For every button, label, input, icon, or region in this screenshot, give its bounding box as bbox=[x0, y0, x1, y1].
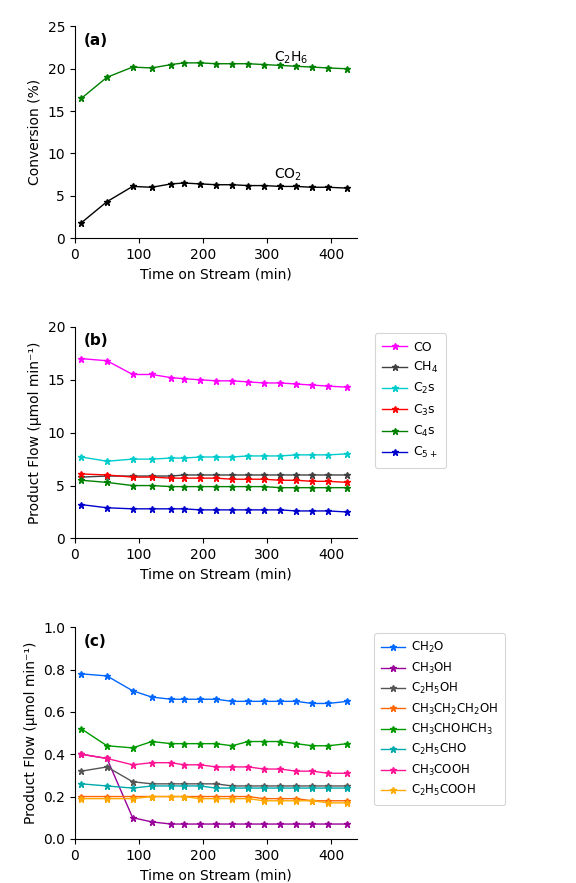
Y-axis label: Product Flow (μmol min⁻¹): Product Flow (μmol min⁻¹) bbox=[28, 342, 42, 524]
Text: (c): (c) bbox=[84, 634, 106, 649]
Y-axis label: Product Flow (μmol min⁻¹): Product Flow (μmol min⁻¹) bbox=[24, 642, 37, 824]
Y-axis label: Conversion (%): Conversion (%) bbox=[28, 79, 42, 185]
X-axis label: Time on Stream (min): Time on Stream (min) bbox=[140, 568, 292, 582]
X-axis label: Time on Stream (min): Time on Stream (min) bbox=[140, 868, 292, 882]
Text: (b): (b) bbox=[84, 333, 108, 348]
Legend: CH$_2$O, CH$_3$OH, C$_2$H$_5$OH, CH$_3$CH$_2$CH$_2$OH, CH$_3$CHOHCH$_3$, C$_2$H$: CH$_2$O, CH$_3$OH, C$_2$H$_5$OH, CH$_3$C… bbox=[374, 633, 505, 805]
Legend: CO, CH$_4$, C$_2$s, C$_3$s, C$_4$s, C$_{5+}$: CO, CH$_4$, C$_2$s, C$_3$s, C$_4$s, C$_{… bbox=[374, 333, 446, 468]
Text: (a): (a) bbox=[84, 33, 108, 48]
X-axis label: Time on Stream (min): Time on Stream (min) bbox=[140, 268, 292, 282]
Text: C$_2$H$_6$: C$_2$H$_6$ bbox=[274, 50, 308, 66]
Text: CO$_2$: CO$_2$ bbox=[274, 167, 302, 183]
